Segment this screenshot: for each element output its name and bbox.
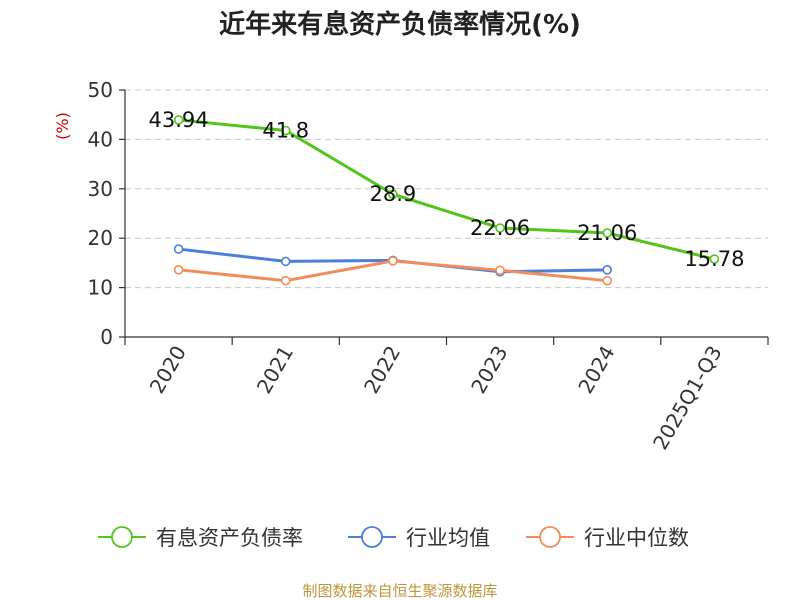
- legend-label: 行业均值: [406, 526, 490, 550]
- y-tick-label: 30: [88, 177, 113, 201]
- x-tick-label: 2020: [145, 342, 191, 398]
- data-label: 22.06: [470, 216, 530, 240]
- data-point: [495, 265, 505, 276]
- data-point: [388, 189, 398, 200]
- chart-title: 近年来有息资产负债率情况(%): [219, 9, 581, 40]
- y-axis-label: (%): [53, 112, 72, 140]
- legend-marker: [361, 526, 383, 548]
- x-tick-label: 2023: [466, 342, 512, 398]
- data-label: 15.78: [684, 247, 744, 271]
- y-tick-label: 50: [88, 78, 113, 102]
- data-point: [602, 265, 613, 275]
- data-point: [280, 256, 291, 267]
- data-point: [173, 244, 184, 254]
- series-line: [178, 118, 715, 261]
- data-point: [602, 275, 613, 286]
- x-tick-label: 2022: [359, 342, 405, 398]
- legend-label: 有息资产负债率: [156, 526, 303, 550]
- data-point: [602, 228, 613, 238]
- legend-marker: [111, 526, 133, 548]
- gridlines: [125, 89, 768, 289]
- data-point: [173, 265, 184, 275]
- data-point: [173, 115, 184, 125]
- data-label: 21.06: [577, 221, 637, 245]
- legend-marker: [539, 526, 561, 548]
- series-layer: [173, 115, 720, 286]
- y-tick-label: 40: [88, 127, 113, 151]
- data-label: 43.94: [149, 108, 209, 132]
- data-point: [388, 256, 398, 266]
- x-tick-label: 2025Q1-Q3: [648, 342, 727, 454]
- data-point: [280, 275, 291, 286]
- x-tick-label: 2021: [252, 342, 298, 398]
- data-point: [495, 223, 505, 233]
- axes: 0 10 20 30 40 50 2020 2021 2022 2023 2024 2025Q1-Q3: [88, 78, 769, 454]
- legend-label: 行业中位数: [584, 526, 689, 550]
- y-tick-label: 0: [100, 325, 113, 349]
- data-label: 41.8: [262, 119, 309, 143]
- legend: 有息资产负债率 行业均值 行业中位数: [98, 526, 689, 550]
- x-tick-label: 2024: [573, 342, 619, 398]
- data-label: 28.9: [370, 182, 417, 206]
- data-point: [280, 125, 291, 136]
- y-tick-label: 10: [88, 276, 113, 300]
- y-tick-label: 20: [88, 226, 113, 250]
- data-labels: 43.94 41.8 28.9 22.06 21.06 15.78: [149, 108, 745, 271]
- source-note: 制图数据来自恒生聚源数据库: [302, 582, 497, 600]
- data-point: [709, 254, 720, 264]
